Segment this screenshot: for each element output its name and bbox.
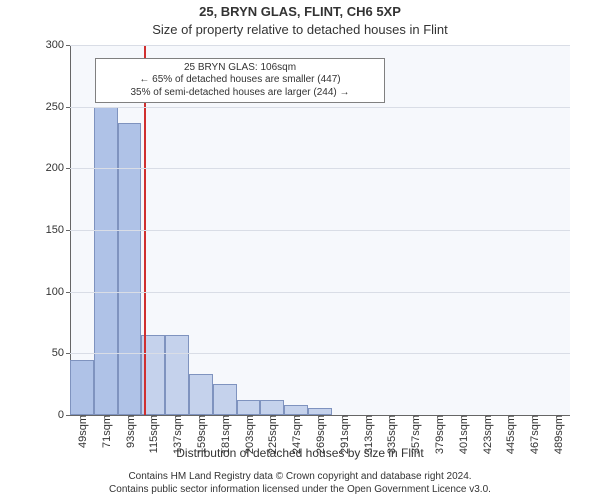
gridline-h	[70, 353, 570, 354]
annotation-line1: 25 BRYN GLAS: 106sqm	[102, 62, 378, 75]
bar	[213, 384, 237, 415]
gridline-h	[70, 292, 570, 293]
ytick-label: 0	[58, 409, 70, 421]
plot-area: 25 BRYN GLAS: 106sqm ← 65% of detached h…	[70, 45, 570, 415]
bar	[284, 405, 308, 415]
annotation-line3: 35% of semi-detached houses are larger (…	[102, 87, 378, 100]
bar	[260, 400, 284, 415]
ytick-label: 150	[46, 224, 70, 236]
gridline-h	[70, 168, 570, 169]
bar	[237, 400, 261, 415]
bar	[165, 335, 189, 415]
chart-footer: Contains HM Land Registry data © Crown c…	[0, 471, 600, 496]
gridline-h	[70, 107, 570, 108]
bar	[70, 360, 94, 416]
xtick-label: 93sqm	[123, 415, 137, 448]
bar	[94, 107, 118, 415]
xtick-label: 71sqm	[99, 415, 113, 448]
chart-title-sub: Size of property relative to detached ho…	[0, 22, 600, 37]
ytick-label: 200	[46, 162, 70, 174]
ytick-label: 300	[46, 39, 70, 51]
footer-line-2: Contains public sector information licen…	[0, 484, 600, 497]
bar	[189, 374, 213, 415]
x-axis-label: Distribution of detached houses by size …	[0, 446, 600, 460]
footer-line-1: Contains HM Land Registry data © Crown c…	[0, 471, 600, 484]
bar	[118, 123, 142, 415]
gridline-h	[70, 230, 570, 231]
ytick-label: 100	[46, 286, 70, 298]
bar	[308, 408, 332, 415]
gridline-h	[70, 45, 570, 46]
annotation-box: 25 BRYN GLAS: 106sqm ← 65% of detached h…	[95, 58, 385, 104]
annotation-line2: ← 65% of detached houses are smaller (44…	[102, 74, 378, 87]
ytick-label: 50	[52, 347, 70, 359]
ytick-label: 250	[46, 101, 70, 113]
xtick-label: 49sqm	[75, 415, 89, 448]
chart-title-main: 25, BRYN GLAS, FLINT, CH6 5XP	[0, 4, 600, 19]
